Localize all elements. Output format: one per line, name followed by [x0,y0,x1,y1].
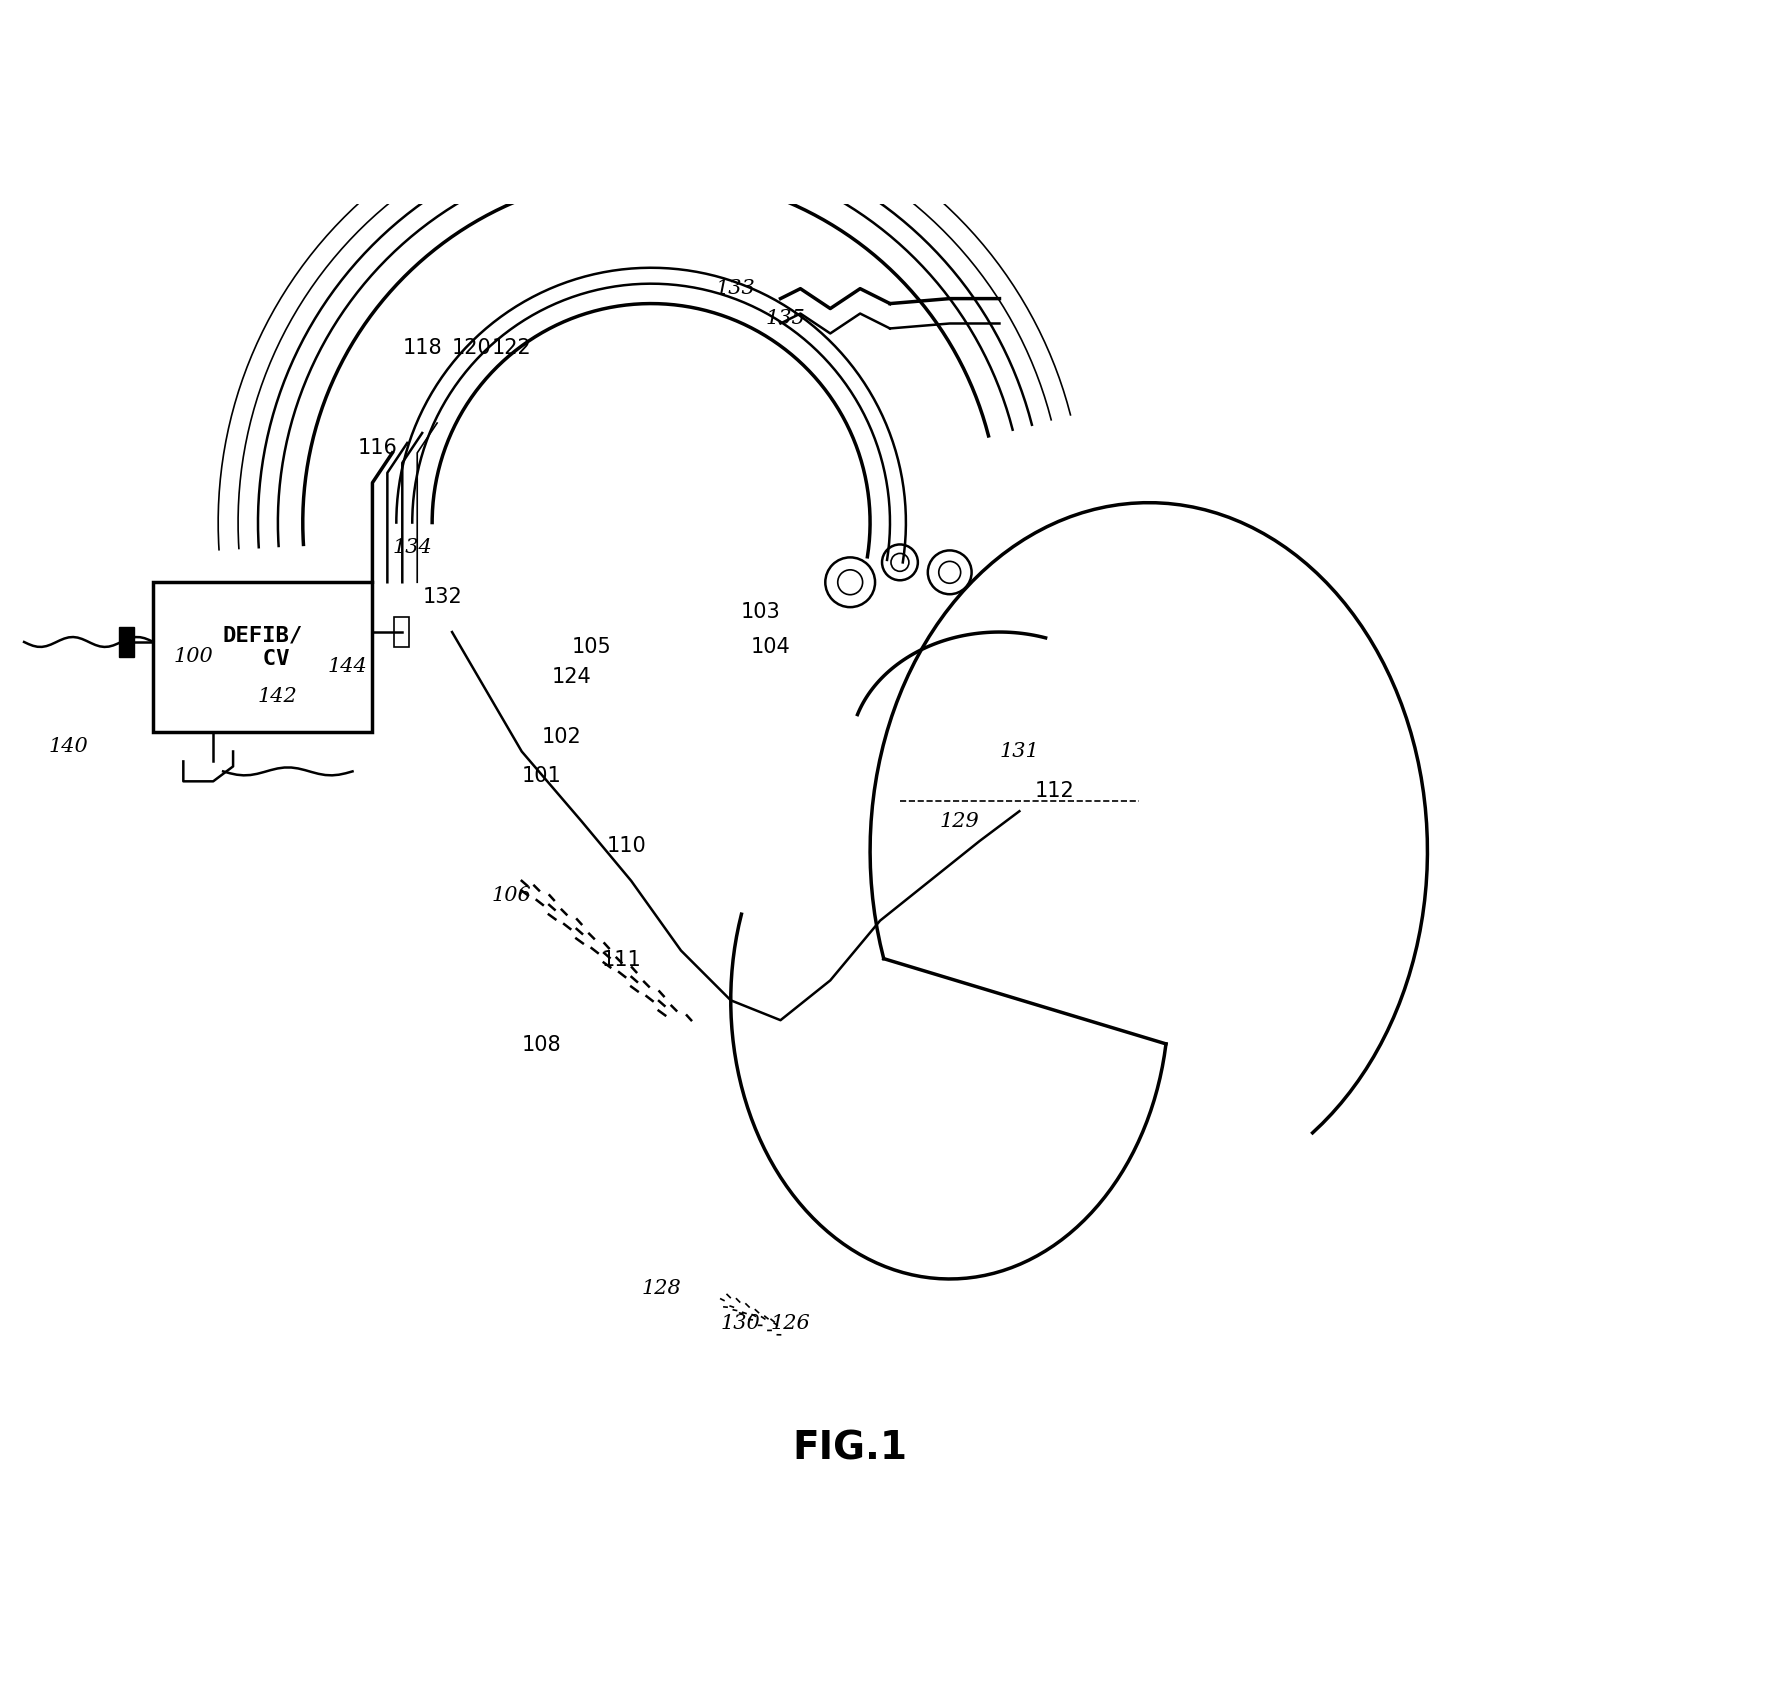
Text: 130: 130 [721,1314,760,1333]
Text: 106: 106 [492,887,531,905]
Text: 134: 134 [392,538,432,557]
Text: FIG.1: FIG.1 [792,1430,908,1467]
Text: 111: 111 [602,950,641,970]
Text: 102: 102 [542,727,581,747]
Text: 126: 126 [771,1314,810,1333]
Text: 140: 140 [50,737,89,756]
Text: 118: 118 [403,339,442,359]
Text: 116: 116 [357,437,398,458]
Text: 133: 133 [716,279,755,298]
Text: 142: 142 [258,688,298,706]
Text: 120: 120 [453,339,492,359]
Text: 129: 129 [940,812,980,831]
FancyBboxPatch shape [153,582,373,732]
Text: 135: 135 [765,310,805,328]
Bar [119,626,133,657]
Text: 144: 144 [329,657,368,676]
Text: 104: 104 [751,637,790,657]
Text: DEFIB/
  CV: DEFIB/ CV [222,625,304,669]
Text: 122: 122 [492,339,531,359]
Text: 131: 131 [1000,742,1039,761]
Text: 100: 100 [174,647,213,667]
Bar [394,618,408,647]
Text: 112: 112 [1034,781,1074,802]
Text: 108: 108 [522,1035,561,1055]
Text: 110: 110 [606,836,646,856]
Text: 132: 132 [423,587,462,608]
Text: 103: 103 [741,603,780,623]
Text: 105: 105 [572,637,611,657]
Text: 124: 124 [552,667,591,688]
Text: 101: 101 [522,766,561,786]
Text: 128: 128 [641,1280,680,1299]
